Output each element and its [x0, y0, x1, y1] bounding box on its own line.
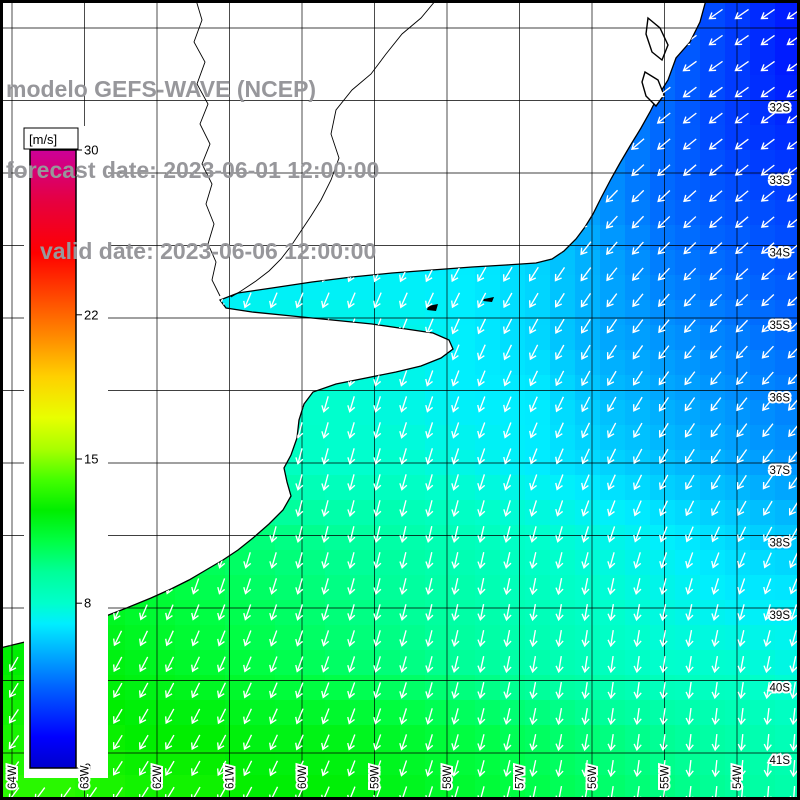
colorbar-tick-label: 15 [84, 452, 98, 467]
colorbar-gradient [29, 149, 77, 769]
lat-label: 38S [770, 538, 791, 550]
lat-label: 35S [770, 320, 791, 332]
lon-label: 58W [442, 765, 454, 789]
river-border-line [193, 0, 221, 297]
lat-label: 36S [770, 393, 791, 405]
lon-label: 59W [370, 765, 382, 789]
lat-label: 34S [770, 248, 791, 260]
estuary-island [483, 297, 494, 302]
lat-label: 41S [770, 755, 791, 767]
axis-labels: 32S 33S 34S 35S 36S 37S 38S 39S 40S 41S 64W 63W 62W 6… [5, 101, 792, 792]
colorbar-tick-label: 22 [84, 307, 98, 322]
river-border-line [230, 0, 437, 298]
lon-label: 60W [297, 765, 309, 789]
colorbar-unit-box [23, 127, 79, 150]
lat-label: 33S [770, 175, 791, 187]
lat-label: 32S [770, 103, 791, 115]
colorbar: [m/s] 30 22 15 8 0 [23, 126, 108, 778]
coastal-lagoon [641, 70, 665, 108]
lon-label: 64W [7, 765, 19, 789]
lon-label: 63W [80, 765, 92, 789]
lon-label: 61W [225, 765, 237, 789]
lon-label: 57W [515, 765, 527, 789]
lon-label: 54W [732, 765, 744, 789]
lon-label: 62W [152, 765, 164, 789]
colorbar-tick-label: 0 [84, 761, 91, 776]
colorbar-unit-label: [m/s] [29, 132, 57, 147]
lon-label: 56W [587, 765, 599, 789]
colorbar-tick-label: 30 [84, 143, 98, 158]
lat-label: 39S [770, 610, 791, 622]
coastline [0, 0, 707, 649]
colorbar-tick-label: 8 [84, 596, 91, 611]
lon-label: 55W [660, 765, 672, 789]
lat-label: 37S [770, 465, 791, 477]
lat-label: 40S [770, 683, 791, 695]
